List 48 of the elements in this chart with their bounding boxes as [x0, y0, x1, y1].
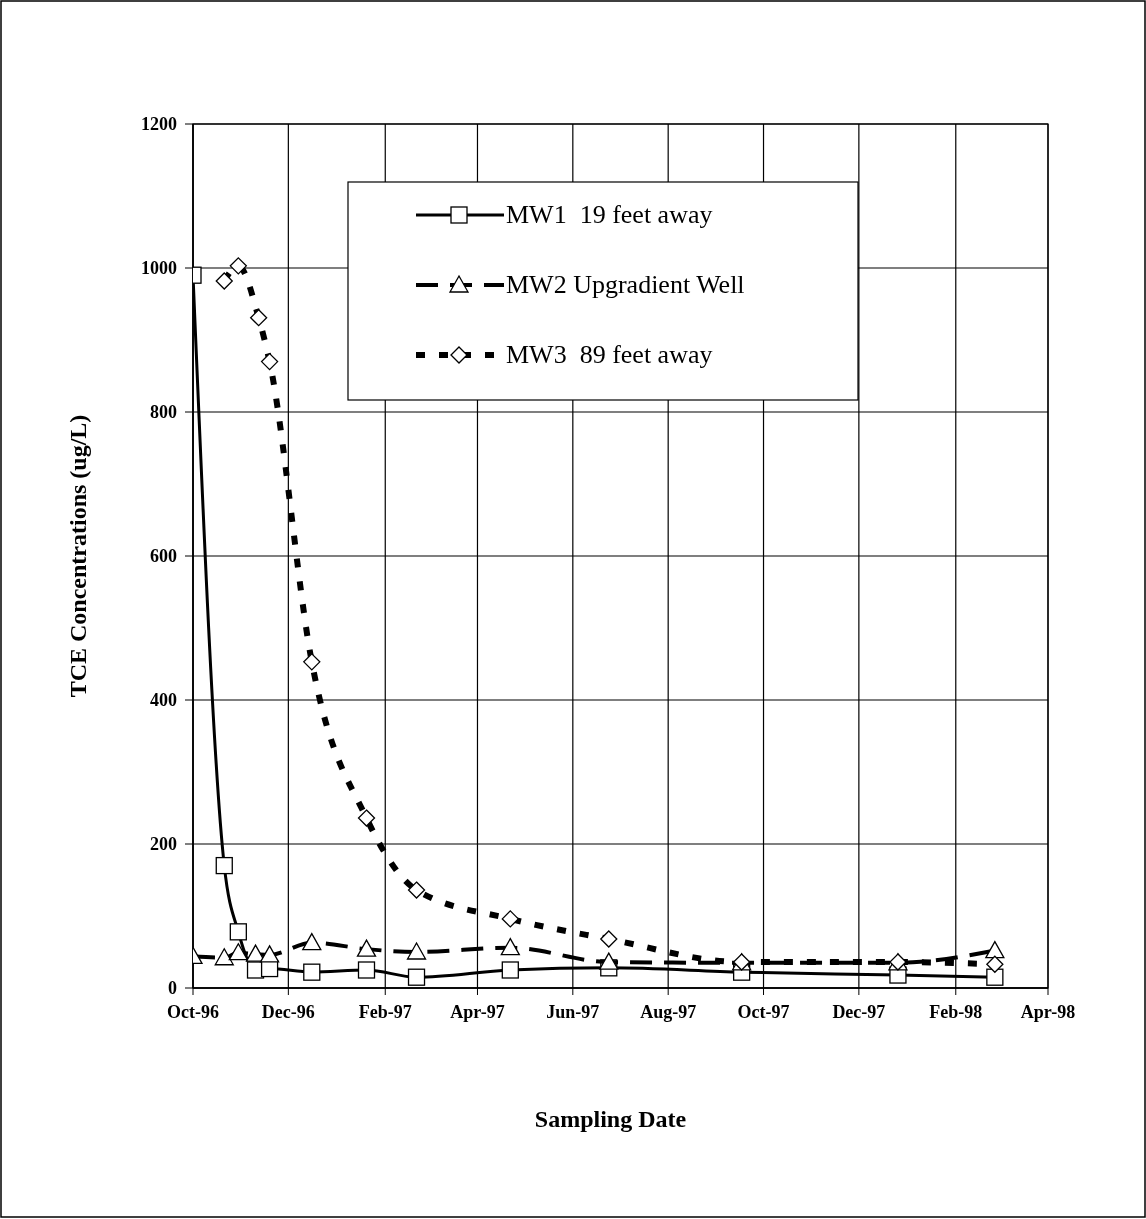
x-tick-label: Oct-96	[167, 1002, 219, 1022]
point	[356, 939, 377, 957]
x-tick-label: Feb-98	[929, 1002, 983, 1022]
point	[228, 943, 248, 961]
point	[303, 963, 321, 981]
point	[215, 856, 233, 875]
y-tick-label: 800	[150, 402, 177, 423]
point	[600, 930, 618, 948]
x-tick-label: Feb-97	[358, 1002, 412, 1022]
point	[501, 910, 519, 928]
point	[214, 948, 234, 966]
y-tick-label: 0	[168, 978, 177, 999]
point	[407, 968, 426, 986]
x-tick-label: Oct-97	[737, 1002, 790, 1022]
x-tick-label: Aug-97	[640, 1002, 697, 1022]
point	[406, 942, 427, 960]
point	[599, 952, 619, 970]
point	[229, 257, 247, 275]
y-tick-label: 1200	[141, 114, 177, 135]
point	[501, 961, 519, 979]
point	[215, 272, 233, 290]
point	[407, 881, 426, 899]
point	[250, 309, 268, 327]
y-axis-title: TCE Concentrations (ug/L)	[65, 414, 91, 698]
legend-label: MW2 Upgradient Well	[506, 269, 745, 299]
point	[357, 809, 376, 827]
point	[986, 955, 1004, 973]
point	[259, 945, 280, 963]
point	[985, 940, 1005, 959]
point	[500, 938, 520, 956]
y-tick-label: 400	[150, 690, 177, 711]
point	[229, 923, 247, 941]
point	[302, 932, 322, 951]
x-tick-label: Dec-97	[832, 1002, 886, 1022]
point	[245, 944, 266, 962]
x-tick-label: Jun-97	[546, 1002, 600, 1022]
point	[986, 968, 1004, 986]
y-tick-label: 600	[150, 546, 177, 567]
x-tick-label: Apr-97	[450, 1002, 505, 1022]
legend-label: MW3 89 feet away	[506, 339, 713, 369]
legend-label: MW1 19 feet away	[506, 199, 713, 229]
y-tick-label: 1000	[141, 258, 177, 279]
point	[260, 352, 279, 371]
point	[357, 961, 376, 979]
x-axis-title: Sampling Date	[534, 1106, 687, 1132]
y-tick-label: 200	[150, 834, 177, 855]
x-tick-label: Apr-98	[1020, 1002, 1076, 1022]
x-tick-label: Dec-96	[261, 1002, 315, 1022]
